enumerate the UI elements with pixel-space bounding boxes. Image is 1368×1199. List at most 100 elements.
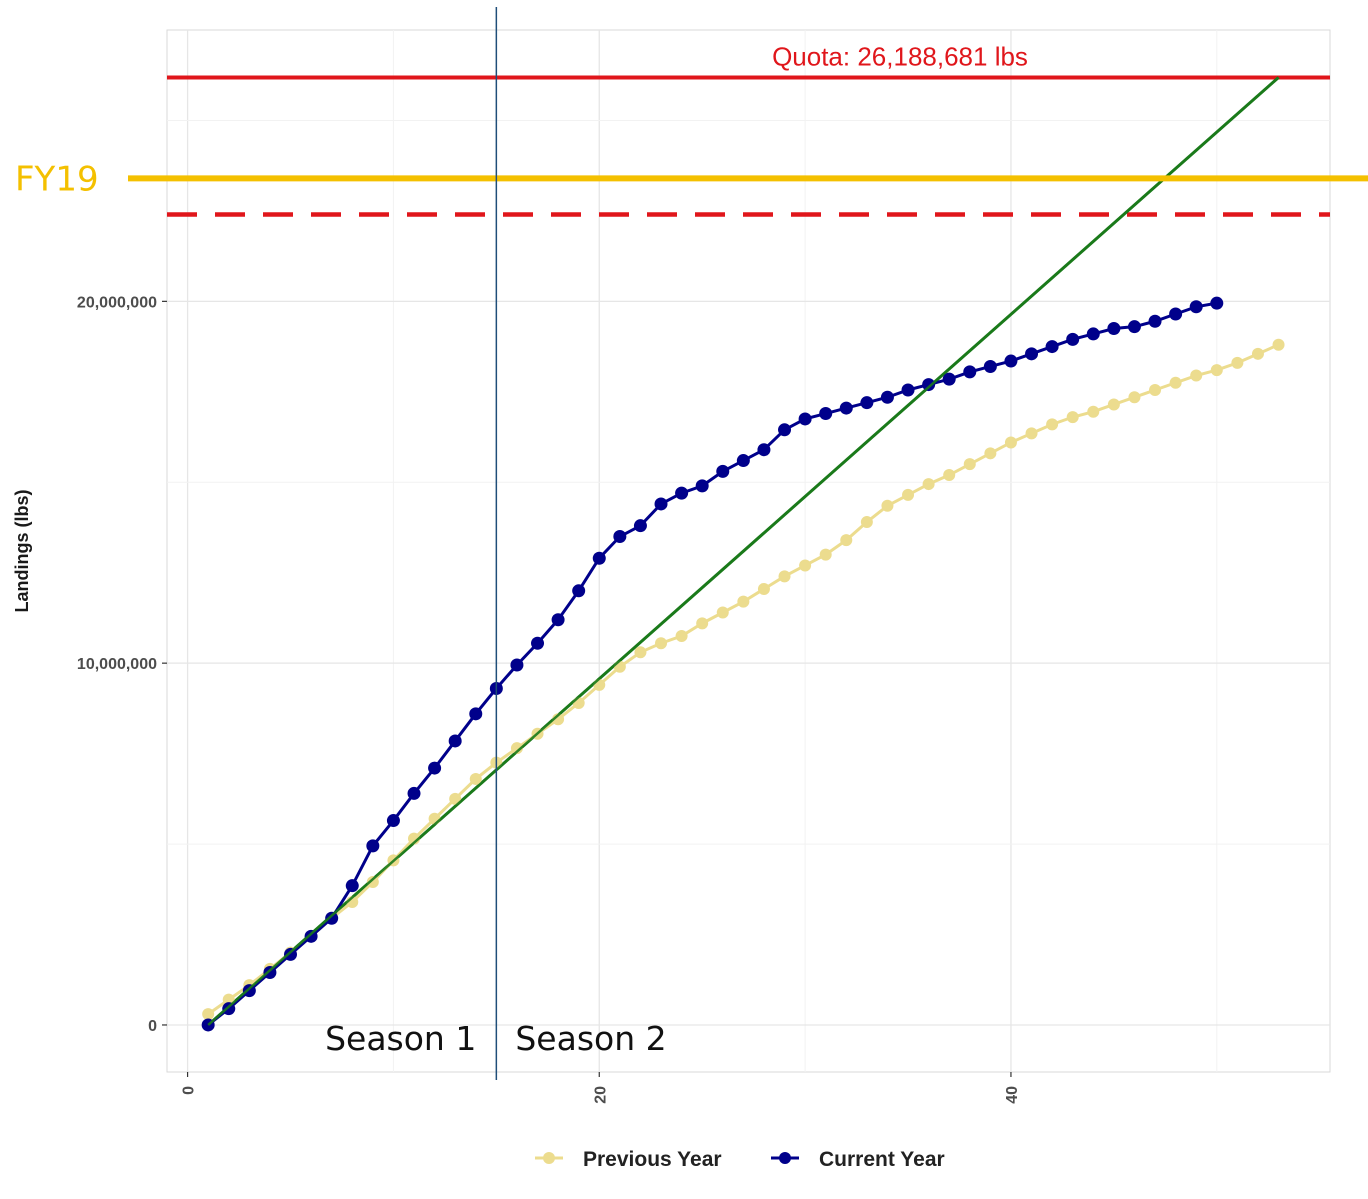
current-year-point bbox=[880, 390, 894, 404]
current-year-point bbox=[572, 584, 586, 598]
previous-year-point bbox=[1251, 347, 1264, 360]
current-year-point bbox=[551, 613, 565, 627]
current-year-point bbox=[284, 947, 298, 961]
current-year-point bbox=[901, 383, 915, 397]
current-year-point bbox=[1045, 340, 1059, 354]
current-year-point bbox=[1086, 327, 1100, 341]
current-year-point bbox=[407, 786, 421, 800]
current-year-point bbox=[716, 464, 730, 478]
previous-year-point bbox=[1107, 398, 1120, 411]
current-year-point bbox=[963, 365, 977, 379]
current-year-point bbox=[1025, 347, 1039, 361]
current-year-point bbox=[695, 479, 709, 493]
current-year-point bbox=[304, 929, 318, 943]
previous-year-point bbox=[1025, 427, 1038, 440]
legend-swatch-marker bbox=[779, 1152, 791, 1164]
previous-year-point bbox=[613, 660, 626, 673]
grid-lines bbox=[167, 30, 1330, 1072]
previous-year-point bbox=[202, 1008, 215, 1021]
previous-year-point bbox=[696, 617, 709, 630]
legend-label: Current Year bbox=[819, 1148, 945, 1171]
season-2-label: Season 2 bbox=[515, 1019, 666, 1058]
previous-year-point bbox=[366, 876, 379, 889]
current-year-point bbox=[1210, 296, 1224, 310]
legend-label: Previous Year bbox=[583, 1148, 722, 1171]
current-year-point bbox=[1004, 354, 1018, 368]
previous-year-point bbox=[1190, 369, 1203, 382]
fy19-label: FY19 bbox=[15, 159, 99, 199]
current-year-point bbox=[1169, 307, 1183, 321]
current-year-point bbox=[1066, 332, 1080, 346]
annotation-overlays: FY19 Season 1 Season 2 bbox=[15, 7, 1368, 1080]
legend-swatch-marker bbox=[543, 1152, 555, 1164]
current-year-point bbox=[592, 551, 606, 565]
current-year-point bbox=[819, 407, 833, 421]
legend-item-previous-year: Previous Year bbox=[535, 1148, 722, 1171]
current-year-point bbox=[263, 966, 277, 980]
current-year-point bbox=[345, 879, 359, 893]
previous-year-point bbox=[1231, 356, 1244, 369]
current-year-point bbox=[922, 378, 936, 392]
current-year-point bbox=[428, 761, 442, 775]
previous-year-point bbox=[963, 458, 976, 471]
current-year-point bbox=[942, 372, 956, 386]
previous-year-point bbox=[655, 637, 668, 650]
current-year-point bbox=[654, 497, 668, 511]
current-year-point bbox=[510, 658, 524, 672]
x-tick-label: 40 bbox=[1004, 1086, 1021, 1104]
previous-year-point bbox=[1169, 376, 1182, 389]
previous-year-point bbox=[1210, 364, 1223, 377]
current-year-point bbox=[469, 707, 483, 721]
current-year-point bbox=[1127, 320, 1141, 334]
current-year-point bbox=[448, 734, 462, 748]
projection-line-overlay bbox=[207, 76, 1280, 1026]
previous-year-point bbox=[840, 534, 853, 547]
previous-year-point bbox=[778, 570, 791, 583]
current-year-point bbox=[242, 984, 256, 998]
data-series bbox=[201, 76, 1285, 1032]
tick-labels: 0 10,000,000 20,000,000 0 20 40 bbox=[77, 294, 1021, 1103]
previous-year-point bbox=[510, 742, 523, 755]
current-year-point bbox=[366, 839, 380, 853]
current-year-point bbox=[325, 911, 339, 925]
current-year-point bbox=[1189, 300, 1203, 314]
current-year-point bbox=[778, 423, 792, 437]
current-year-point bbox=[386, 814, 400, 828]
x-tick-label: 20 bbox=[592, 1086, 609, 1104]
current-year-point bbox=[860, 396, 874, 410]
current-year-point bbox=[983, 359, 997, 373]
season-1-label: Season 1 bbox=[325, 1019, 476, 1058]
current-year-point bbox=[613, 530, 627, 544]
previous-year-point bbox=[860, 516, 873, 529]
previous-year-point bbox=[634, 646, 647, 659]
legend-item-current-year: Current Year bbox=[771, 1148, 945, 1171]
previous-year-point bbox=[799, 559, 812, 572]
current-year-point bbox=[531, 636, 545, 650]
previous-year-point bbox=[593, 678, 606, 691]
previous-year-point bbox=[1149, 383, 1162, 396]
previous-year-point bbox=[984, 447, 997, 460]
previous-year-point bbox=[716, 606, 729, 619]
quota-label: Quota: 26,188,681 lbs bbox=[772, 41, 1028, 71]
current-year-point bbox=[839, 401, 853, 415]
previous-year-point bbox=[449, 792, 462, 805]
current-year-point bbox=[633, 519, 647, 533]
y-tick-label: 20,000,000 bbox=[77, 294, 157, 311]
previous-year-point bbox=[1128, 391, 1141, 404]
previous-year-point bbox=[943, 469, 956, 482]
x-tick-label: 0 bbox=[181, 1086, 198, 1095]
previous-year-point bbox=[1046, 418, 1059, 431]
previous-year-point bbox=[902, 488, 915, 501]
previous-year-point bbox=[469, 772, 482, 785]
previous-year-point bbox=[1066, 411, 1079, 424]
current-year-point bbox=[798, 412, 812, 426]
y-tick-label: 10,000,000 bbox=[77, 656, 157, 673]
previous-year-point bbox=[675, 630, 688, 643]
previous-year-point bbox=[737, 595, 750, 608]
current-year-point bbox=[1107, 321, 1121, 335]
axis-ticks bbox=[162, 300, 1012, 1077]
y-axis-label: Landings (lbs) bbox=[12, 490, 32, 613]
previous-year-point bbox=[1272, 338, 1285, 351]
previous-year-point bbox=[572, 696, 585, 709]
